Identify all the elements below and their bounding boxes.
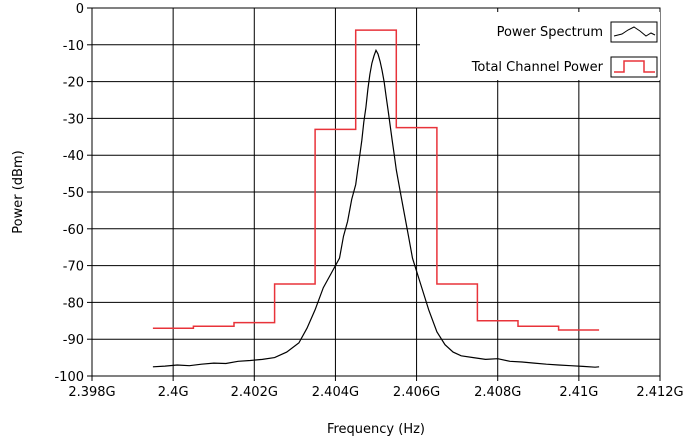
y-tick-label: -60 [63,223,84,238]
x-tick-label: 2.402G [231,385,278,400]
series-layer [153,30,599,367]
x-tick-label: 2.41G [559,385,598,400]
legend: Power Spectrum Total Channel Power [420,12,660,80]
y-tick-label: -70 [63,260,84,275]
x-tick-label: 2.4G [158,385,189,400]
y-axis-title: Power (dBm) [11,150,26,233]
y-tick-label: -40 [63,149,84,164]
y-tick-label: -90 [63,333,84,348]
legend-label-power-spectrum: Power Spectrum [497,25,603,40]
x-tick-label: 2.412G [636,385,683,400]
series-line-power-spectrum [153,50,599,367]
y-tick-label: 0 [76,2,84,17]
legend-label-total-channel-power: Total Channel Power [471,60,604,75]
y-tick-label: -50 [63,186,84,201]
legend-swatch-power-spectrum [611,22,657,42]
y-tick-label: -10 [63,39,84,54]
y-tick-label: -100 [54,370,84,385]
x-tick-label: 2.398G [68,385,115,400]
legend-swatch-total-channel-power [611,57,657,77]
x-tick-label: 2.408G [474,385,521,400]
y-tick-label: -30 [63,112,84,127]
x-tick-label: 2.406G [393,385,440,400]
y-tick-label: -20 [63,76,84,91]
y-tick-label: -80 [63,296,84,311]
x-tick-label: 2.404G [312,385,359,400]
x-axis-title: Frequency (Hz) [327,422,425,437]
